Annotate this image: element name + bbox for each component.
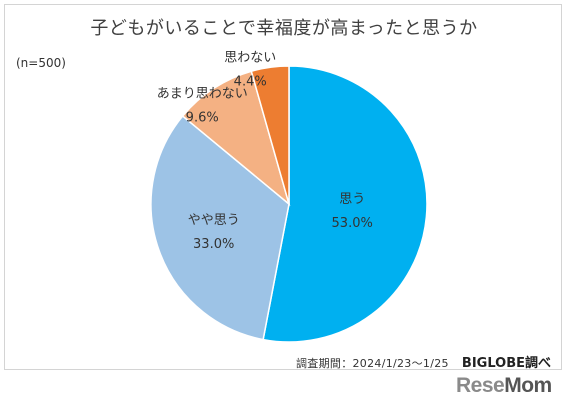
pie-slices [150, 65, 428, 343]
slice-label: やや思う [188, 213, 240, 228]
logo-part-mom: Mom [504, 374, 552, 397]
pie-slice [181, 70, 291, 207]
resemom-logo: ReseMom [456, 374, 552, 398]
sample-size-label: (n=500) [16, 56, 66, 70]
survey-source: BIGLOBE調べ [461, 356, 551, 371]
chart-title: 子どもがいることで幸福度が高まったと思うか [90, 18, 478, 39]
source-line: 調査期間：2024/1/23～1/25 BIGLOBE調べ [296, 352, 551, 371]
pie-slice [262, 65, 428, 343]
slice-value-label: 9.6% [186, 111, 219, 126]
slice-value-label: 53.0% [332, 216, 373, 231]
slice-label: あまり思わない [157, 87, 248, 102]
pie-slice [150, 114, 290, 341]
slice-value-label: 4.4% [234, 75, 267, 90]
pie-slice [250, 65, 290, 205]
slice-value-label: 33.0% [193, 237, 234, 252]
survey-period: 調査期間：2024/1/23～1/25 [296, 357, 449, 370]
slice-label: 思わない [224, 51, 276, 66]
logo-part-rese: Rese [456, 374, 505, 397]
pie-labels: 思う 53.0% やや思う 33.0% あまり思わない 9.6% 思わない 4.4% [157, 51, 373, 252]
slice-label: 思う [339, 192, 365, 207]
